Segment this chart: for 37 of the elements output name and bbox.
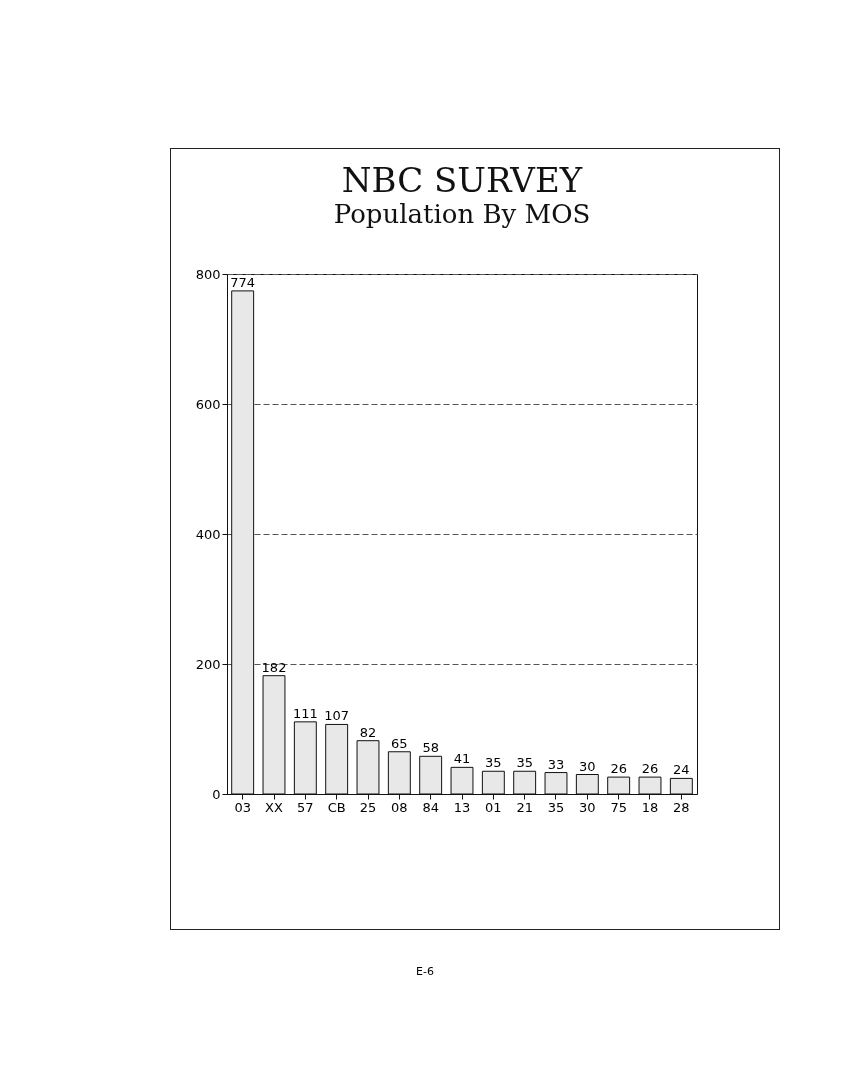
data-label: 30 — [579, 758, 596, 774]
x-tick-label: XX — [265, 799, 283, 815]
data-label: 41 — [453, 751, 471, 767]
x-tick-label: 57 — [297, 799, 314, 815]
data-label: 774 — [230, 274, 256, 290]
x-tick-label: 30 — [579, 799, 596, 815]
x-tick-label: 35 — [547, 799, 565, 815]
x-tick-label: 03 — [234, 799, 251, 815]
data-label: 65 — [391, 735, 408, 751]
x-tick-label: 84 — [422, 799, 439, 815]
data-label: 35 — [485, 755, 502, 771]
y-tick-label: 200 — [195, 656, 221, 672]
text: E-6 — [415, 965, 435, 978]
data-label: 26 — [641, 761, 659, 777]
y-tick-label: 800 — [195, 266, 221, 282]
chart-title: NBC SURVEY — [341, 160, 583, 200]
data-label: 24 — [673, 762, 690, 778]
x-tick-label: 08 — [391, 799, 408, 815]
y-tick-label: 0 — [212, 786, 221, 802]
data-label: 26 — [610, 761, 627, 777]
data-label: 58 — [422, 740, 439, 756]
x-tick-label: 21 — [516, 799, 533, 815]
x-tick-label: 18 — [641, 799, 659, 815]
x-tick-label: 25 — [359, 799, 377, 815]
x-tick-label: 75 — [610, 799, 627, 815]
data-label: 107 — [324, 708, 350, 724]
chart-subtitle: Population By MOS — [333, 199, 591, 229]
y-tick-label: 400 — [195, 526, 221, 542]
x-tick-label: 28 — [673, 799, 690, 815]
data-label: 33 — [547, 756, 565, 772]
data-label: 35 — [516, 755, 533, 771]
data-label: 82 — [359, 724, 377, 740]
x-tick-label: CB — [327, 799, 346, 815]
y-tick-label: 600 — [195, 396, 221, 412]
x-tick-label: 13 — [453, 799, 471, 815]
data-label: 111 — [292, 705, 318, 721]
x-tick-label: 01 — [485, 799, 502, 815]
